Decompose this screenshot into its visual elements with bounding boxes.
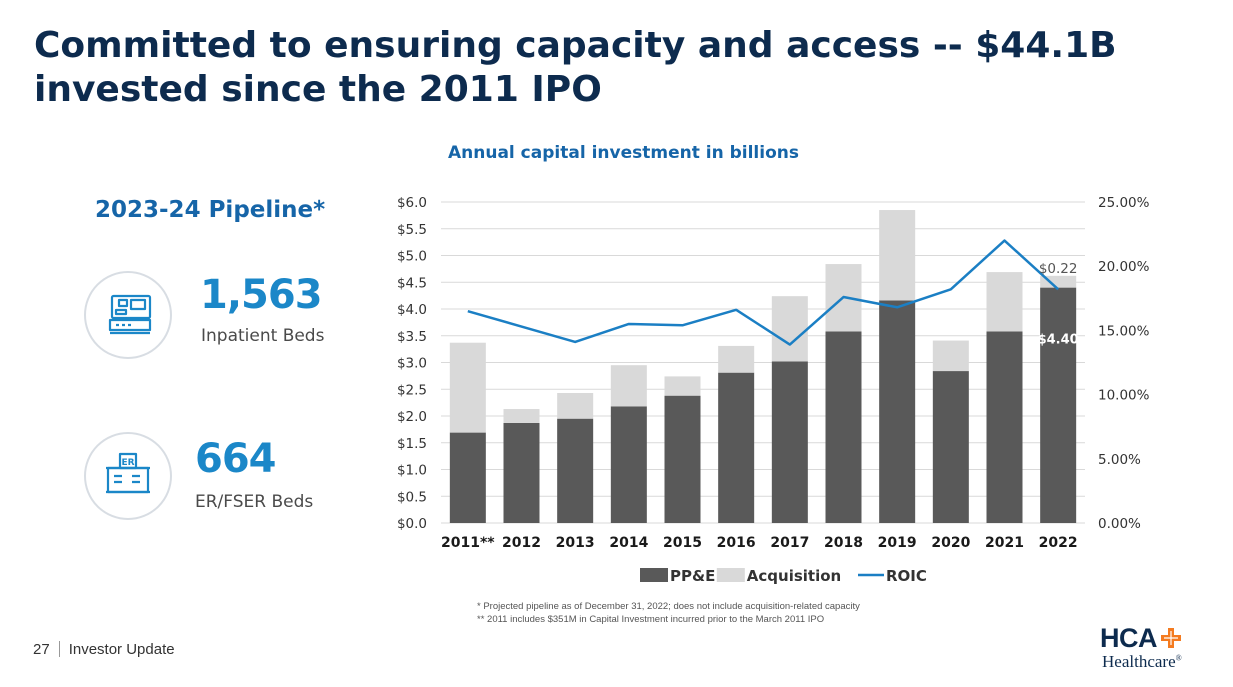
logo-hca-text: HCA	[1100, 623, 1158, 653]
bar-acquisition	[664, 376, 701, 396]
bar-ppe	[1040, 287, 1077, 523]
er-beds-label: ER/FSER Beds	[195, 492, 314, 512]
x-tick-label: 2022	[1039, 535, 1078, 551]
hca-healthcare-logo: HCA Healthcare®	[1100, 623, 1200, 673]
bar-acquisition	[1040, 275, 1077, 288]
inpatient-beds-label: Inpatient Beds	[201, 326, 325, 346]
x-tick-label: 2016	[717, 535, 756, 551]
bar-acquisition	[449, 342, 486, 433]
y-left-tick-label: $4.0	[397, 302, 427, 318]
footnote-1: * Projected pipeline as of December 31, …	[477, 601, 860, 612]
bar-ppe	[986, 331, 1023, 523]
bar-ppe	[449, 432, 486, 523]
er-building-icon: ER	[106, 452, 150, 494]
bar-ppe	[664, 395, 701, 523]
y-right-tick-label: 25.00%	[1098, 195, 1150, 211]
logo-registered-mark: ®	[1175, 653, 1182, 663]
legend-label: Acquisition	[747, 567, 841, 585]
footer-divider	[58, 641, 60, 657]
page-number: 27	[33, 641, 50, 658]
roic-line	[467, 239, 1060, 346]
bar-acquisition	[771, 296, 808, 362]
y-right-tick-label: 5.00%	[1098, 452, 1141, 468]
x-tick-label: 2015	[663, 535, 702, 551]
x-tick-label: 2020	[931, 535, 970, 551]
y-left-tick-label: $1.5	[397, 436, 427, 452]
y-left-tick-label: $5.5	[397, 222, 427, 238]
y-right-tick-label: 0.00%	[1098, 516, 1141, 532]
pipeline-title: 2023-24 Pipeline*	[95, 197, 326, 223]
bar-acquisition	[503, 409, 540, 423]
x-tick-label: 2014	[609, 535, 648, 551]
x-tick-label: 2019	[878, 535, 917, 551]
y-left-tick-label: $3.5	[397, 329, 427, 345]
bar-acquisition	[557, 392, 594, 419]
bar-ppe	[879, 300, 916, 523]
footer: 27 Investor Update	[33, 641, 175, 658]
y-left-tick-label: $2.0	[397, 409, 427, 425]
logo-healthcare-text: Healthcare®	[1102, 652, 1182, 672]
er-building-icon-circle: ER	[84, 432, 172, 520]
bar-ppe	[557, 418, 594, 523]
title-line-2: invested since the 2011 IPO	[34, 69, 602, 110]
x-tick-label: 2011**	[441, 535, 495, 551]
inpatient-beds-value: 1,563	[200, 272, 323, 318]
data-label-ppe: $4.40	[1038, 333, 1079, 348]
bar-acquisition	[986, 272, 1023, 332]
x-tick-label: 2021	[985, 535, 1024, 551]
y-right-tick-label: 15.00%	[1098, 323, 1150, 339]
x-tick-label: 2018	[824, 535, 863, 551]
bar-ppe	[825, 331, 862, 523]
footer-text: Investor Update	[68, 641, 175, 658]
bar-acquisition	[610, 365, 647, 407]
x-tick-label: 2012	[502, 535, 541, 551]
legend-label: PP&E	[670, 567, 715, 585]
er-icon-text: ER	[121, 458, 134, 468]
y-left-tick-label: $5.0	[397, 249, 427, 265]
logo-cross-icon	[1161, 628, 1181, 648]
bar-acquisition	[932, 340, 969, 372]
footnote-2: ** 2011 includes $351M in Capital Invest…	[477, 614, 825, 625]
bar-acquisition	[879, 210, 916, 301]
er-beds-value: 664	[195, 436, 276, 482]
y-right-tick-label: 10.00%	[1098, 388, 1150, 404]
bar-ppe	[503, 422, 540, 523]
x-tick-label: 2013	[556, 535, 595, 551]
bar-ppe	[771, 361, 808, 523]
hospital-bed-icon	[108, 294, 152, 335]
y-left-tick-label: $4.5	[397, 275, 427, 291]
title-line-1: Committed to ensuring capacity and acces…	[34, 25, 1117, 66]
logo-sub-text: Healthcare	[1102, 652, 1176, 671]
y-left-tick-label: $1.0	[397, 463, 427, 479]
bar-ppe	[932, 371, 969, 523]
data-label-acquisition: $0.22	[1039, 261, 1078, 277]
bar-ppe	[718, 372, 755, 523]
y-left-tick-label: $2.5	[397, 382, 427, 398]
y-left-tick-label: $0.5	[397, 489, 427, 505]
y-left-tick-label: $3.0	[397, 356, 427, 372]
legend-label: ROIC	[886, 567, 927, 585]
y-left-tick-label: $6.0	[397, 195, 427, 211]
legend-swatch-0	[640, 568, 668, 582]
y-right-tick-label: 20.00%	[1098, 259, 1150, 275]
y-left-tick-label: $0.0	[397, 516, 427, 532]
legend-swatch-1	[716, 568, 745, 582]
hospital-bed-icon-circle	[84, 271, 172, 359]
slide-title: Committed to ensuring capacity and acces…	[34, 24, 1134, 112]
x-tick-label: 2017	[770, 535, 809, 551]
bar-acquisition	[718, 345, 755, 373]
bar-ppe	[610, 406, 647, 523]
chart-title: Annual capital investment in billions	[448, 143, 799, 163]
